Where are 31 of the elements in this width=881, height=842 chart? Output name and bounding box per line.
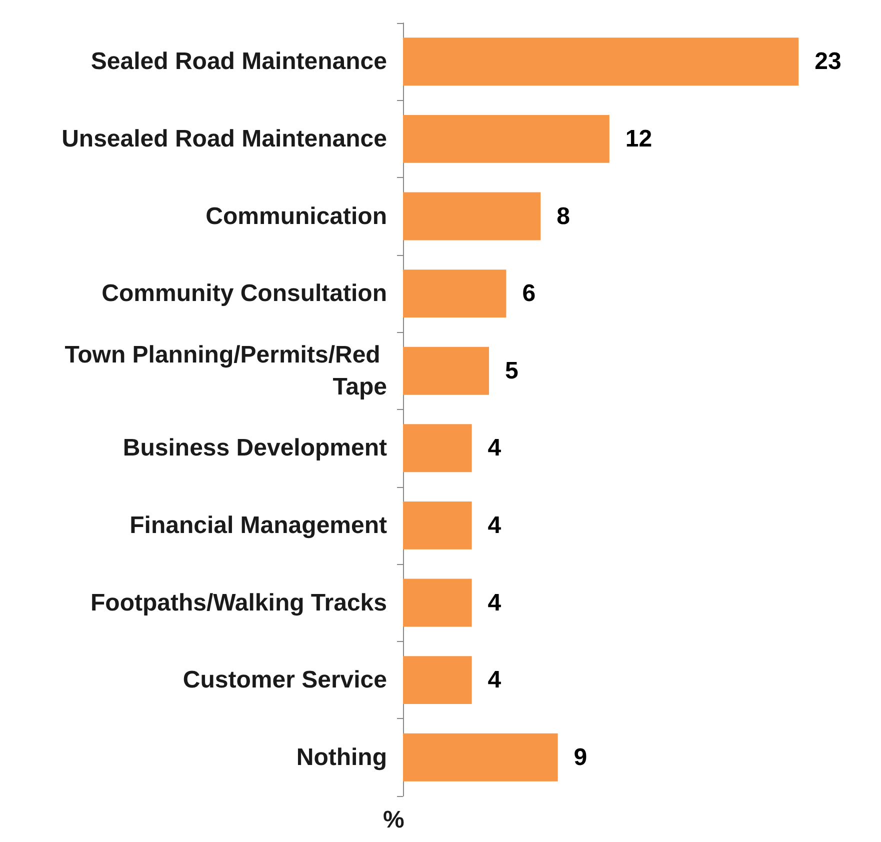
data-label: 8 [556,202,570,230]
y-tick-label: Business Development [122,434,387,462]
y-tick-label: Community Consultation [102,280,387,308]
data-label: 23 [814,48,842,76]
data-label: 4 [488,666,502,694]
bar [403,114,610,163]
bar [403,501,472,550]
y-tick-label: Financial Management [130,512,388,539]
x-axis-title: % [383,806,404,834]
y-tick-label: Customer Service [182,666,387,694]
data-label: 9 [574,744,588,771]
y-tick-label: Town Planning/Permits/Red Tape [64,341,387,400]
data-label: 6 [522,280,536,308]
bar [403,346,489,395]
data-label: 12 [625,125,652,152]
bar [403,656,472,704]
bar [403,192,541,240]
bar [403,578,472,627]
y-tick-label: Sealed Road Maintenance [90,48,387,76]
data-label: 5 [505,357,518,384]
y-tick-label: Communication [206,202,387,230]
bar [403,733,558,782]
y-tick-label: Nothing [296,744,387,771]
y-tick-label: Footpaths/Walking Tracks [90,589,387,616]
bar [403,424,472,472]
bar [403,270,506,318]
data-label: 4 [488,512,502,539]
data-label: 4 [488,589,502,616]
y-tick-label: Unsealed Road Maintenance [62,125,387,152]
data-label: 4 [488,434,502,462]
bar [403,38,799,86]
